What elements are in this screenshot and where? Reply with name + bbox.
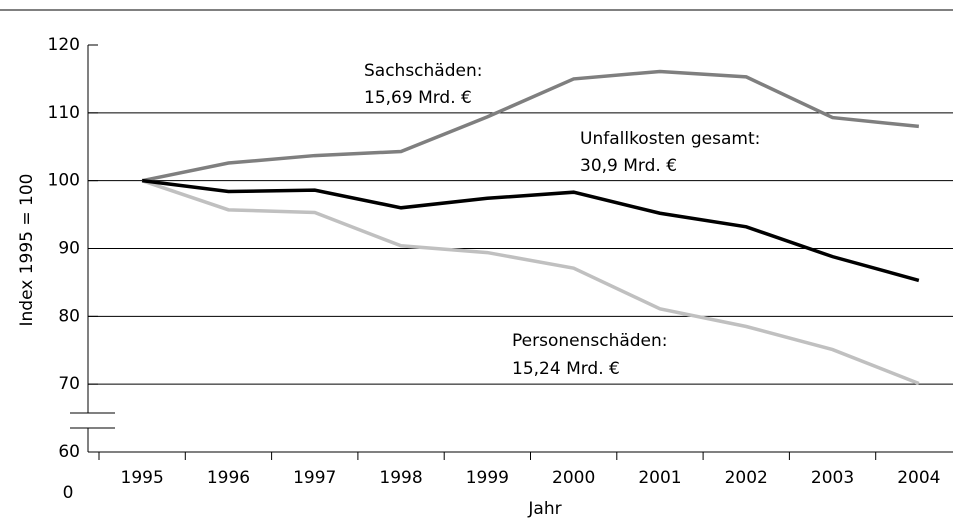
- x-tick-label: 2001: [638, 468, 681, 488]
- y-tick-label: 100: [48, 171, 80, 191]
- y-axis-label: Index 1995 = 100: [17, 174, 37, 327]
- x-tick-label: 1999: [466, 468, 509, 488]
- series-line: [141, 178, 920, 283]
- x-tick-label: 2002: [725, 468, 768, 488]
- annotation: Personenschäden:: [512, 331, 668, 351]
- y-tick-label: 70: [58, 374, 80, 394]
- x-tick-label: 1996: [207, 468, 250, 488]
- x-axis-label: Jahr: [527, 499, 561, 519]
- series-line: [141, 179, 920, 386]
- annotation: Unfallkosten gesamt:: [580, 129, 760, 149]
- x-tick-label: 2003: [811, 468, 854, 488]
- annotation: 30,9 Mrd. €: [580, 156, 677, 176]
- annotation: Sachschäden:: [364, 61, 482, 81]
- series-line: [141, 69, 920, 183]
- x-tick-label: 1998: [379, 468, 422, 488]
- x-tick-label: 2000: [552, 468, 595, 488]
- annotation: 15,69 Mrd. €: [364, 88, 472, 108]
- y-tick-label: 120: [48, 35, 80, 55]
- x-tick-label: 2004: [897, 468, 940, 488]
- y-tick-label: 110: [48, 103, 80, 123]
- y-tick-label: 60: [58, 442, 80, 462]
- x-tick-label: 1995: [121, 468, 164, 488]
- y-tick-label: 80: [58, 306, 80, 326]
- annotation: 15,24 Mrd. €: [512, 359, 620, 379]
- x-tick-label: 1997: [293, 468, 336, 488]
- y-tick-label: 90: [58, 239, 80, 259]
- y-break-label: 0: [63, 483, 74, 503]
